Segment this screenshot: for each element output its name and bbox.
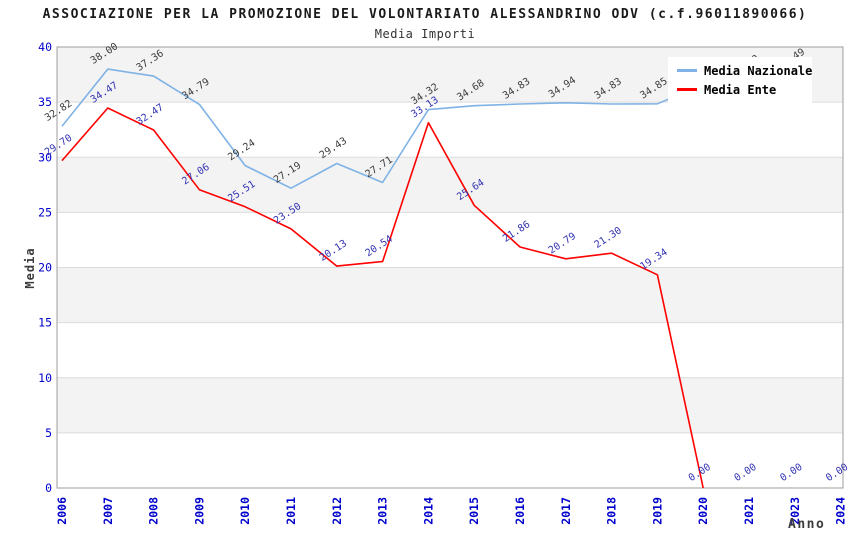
x-tick-label: 2021 [742,497,756,525]
legend: Media Nazionale Media Ente [668,57,812,103]
x-tick-label: 2006 [55,497,69,525]
legend-item-media-ente: Media Ente [677,83,812,97]
x-axis-title: Anno [788,517,826,532]
plot-band [57,322,843,378]
x-tick-label: 2008 [147,497,161,525]
x-tick-label: 2011 [284,497,298,525]
y-tick-label: 0 [45,481,52,495]
x-tick-label: 2023 [788,497,802,525]
x-tick-label: 2024 [834,497,848,525]
x-tick-label: 2019 [650,497,664,525]
x-tick-label: 2013 [376,497,390,525]
legend-line-swatch-nazionale [677,69,697,72]
y-tick-label: 35 [38,95,52,109]
x-tick-label: 2020 [696,497,710,525]
x-tick-label: 2010 [238,497,252,525]
chart-subtitle: Media Importi [374,27,476,41]
legend-label: Media Ente [704,82,777,97]
x-tick-label: 2007 [101,497,115,525]
x-tick-label: 2012 [330,497,344,525]
y-tick-label: 5 [45,426,52,440]
y-tick-label: 10 [38,371,52,385]
legend-label: Media Nazionale [704,63,813,78]
chart-title: ASSOCIAZIONE PER LA PROMOZIONE DEL VOLON… [42,7,808,22]
y-tick-label: 30 [38,150,52,164]
x-tick-label: 2016 [513,497,527,525]
x-tick-label: 2009 [192,497,206,525]
y-tick-label: 15 [38,316,52,330]
y-tick-label: 20 [38,261,52,275]
y-tick-label: 40 [38,40,52,54]
plot-band [57,157,843,213]
x-tick-label: 2017 [559,497,573,525]
x-tick-label: 2014 [421,497,435,525]
legend-item-media-nazionale: Media Nazionale [677,64,812,78]
plot-band [57,212,843,268]
plot-band [57,267,843,323]
y-axis-title: Media [23,247,37,289]
plot-band [57,432,843,488]
legend-line-swatch-ente [677,88,697,91]
x-tick-label: 2018 [605,497,619,525]
plot-band [57,102,843,158]
plot-band [57,377,843,433]
y-tick-label: 25 [38,205,52,219]
plot-border [56,46,844,489]
series-line-1 [61,107,704,489]
x-tick-label: 2015 [467,497,481,525]
